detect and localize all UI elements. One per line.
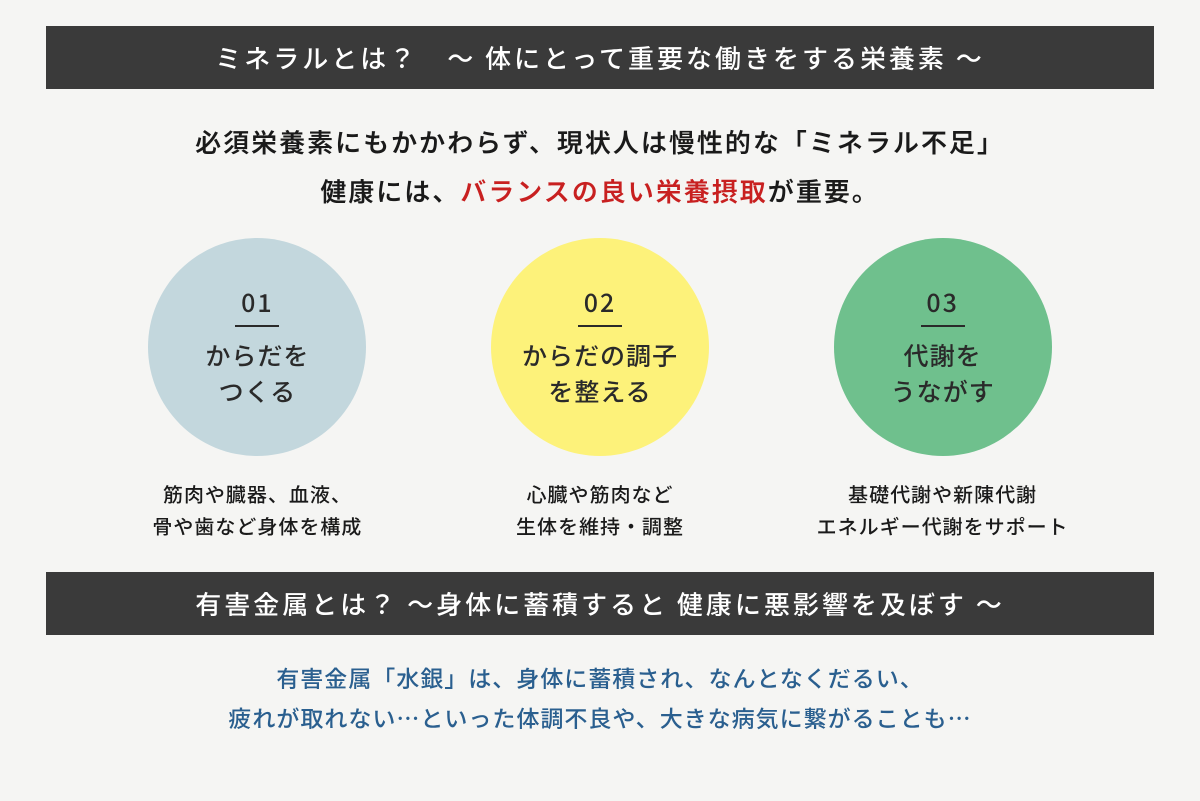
intro-text: 必須栄養素にもかかわらず、現状人は慢性的な「ミネラル不足」 健康には、バランスの… [46, 117, 1154, 216]
footer-line1: 有害金属「水銀」は、身体に蓄積され、なんとなくだるい、 [46, 657, 1154, 697]
banner-harmful-metal: 有害金属とは？ 〜身体に蓄積すると 健康に悪影響を及ぼす 〜 [46, 572, 1154, 635]
intro-line2-pre: 健康には、 [320, 172, 460, 209]
intro-line1: 必須栄養素にもかかわらず、現状人は慢性的な「ミネラル不足」 [46, 117, 1154, 166]
circle-2: 02 からだの調子 を整える [491, 238, 709, 456]
circle-col-3: 03 代謝を うながす 基礎代謝や新陳代謝 エネルギー代謝をサポート [793, 238, 1093, 542]
intro-line2-post: が重要。 [768, 172, 880, 209]
circles-row: 01 からだを つくる 筋肉や臓器、血液、 骨や歯など身体を構成 02 からだの… [46, 238, 1154, 542]
banner-mineral: ミネラルとは？ 〜 体にとって重要な働きをする栄養素 〜 [46, 26, 1154, 89]
circle-1-desc: 筋肉や臓器、血液、 骨や歯など身体を構成 [152, 478, 362, 542]
circle-3-title: 代謝を うながす [891, 337, 995, 410]
circle-col-2: 02 からだの調子 を整える 心臓や筋肉など 生体を維持・調整 [450, 238, 750, 542]
circle-2-num: 02 [578, 284, 622, 327]
circle-1-title: からだを つくる [205, 337, 309, 410]
footer-line2: 疲れが取れない…といった体調不良や、大きな病気に繋がることも… [46, 697, 1154, 737]
circle-col-1: 01 からだを つくる 筋肉や臓器、血液、 骨や歯など身体を構成 [107, 238, 407, 542]
circle-3: 03 代謝を うながす [834, 238, 1052, 456]
circle-3-desc: 基礎代謝や新陳代謝 エネルギー代謝をサポート [817, 478, 1069, 542]
circle-1: 01 からだを つくる [148, 238, 366, 456]
circle-2-title: からだの調子 を整える [522, 337, 678, 410]
circle-3-num: 03 [921, 284, 965, 327]
circle-2-desc: 心臓や筋肉など 生体を維持・調整 [516, 478, 684, 542]
circle-1-num: 01 [235, 284, 279, 327]
footer-text: 有害金属「水銀」は、身体に蓄積され、なんとなくだるい、 疲れが取れない…といった… [46, 657, 1154, 738]
intro-line2: 健康には、バランスの良い栄養摂取が重要。 [46, 166, 1154, 215]
intro-line2-highlight: バランスの良い栄養摂取 [460, 172, 767, 209]
